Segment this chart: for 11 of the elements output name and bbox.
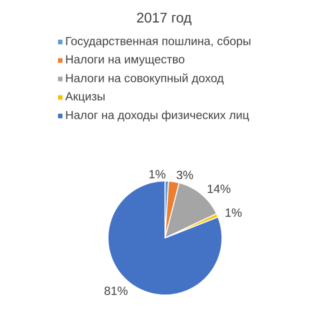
data-label: 14% [208,184,230,193]
legend-label: Налог на доходы физических лиц [66,110,249,122]
data-label: 1% [149,170,166,178]
data-label: 3% [176,170,194,180]
legend-label: Налоги на имущество [66,55,184,66]
legend-label: Государственная пошлина, сборы [66,36,250,48]
data-label: 81% [104,286,128,296]
data-label: 1% [226,208,242,217]
chart-title: 2017 год [137,12,192,26]
legend-label: Акцизы [65,92,105,103]
legend-label: Налоги на совокупный доход [66,73,224,85]
